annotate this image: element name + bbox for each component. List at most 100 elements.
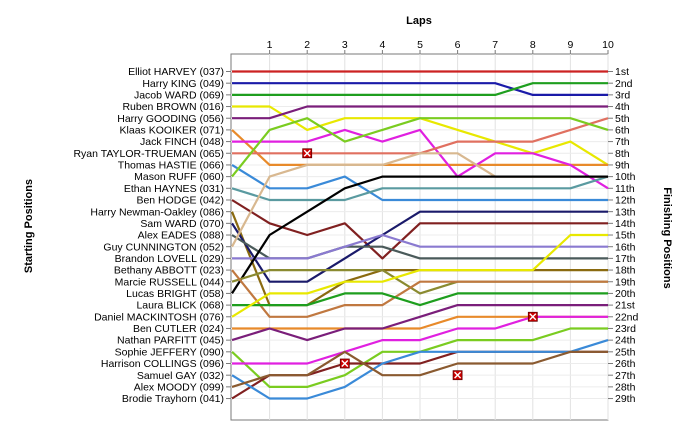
finish-label-21st: 21st	[615, 300, 635, 312]
finish-label-27th: 27th	[615, 370, 636, 382]
y-axis-right-title: Finishing Positions	[661, 187, 673, 288]
start-label: Bethany ABBOTT (023)	[114, 265, 224, 277]
finish-label-26th: 26th	[615, 358, 636, 370]
retirement-markers: Ryan TAYLOR-TRUEMAN (065) Harrison COLLIN…	[302, 148, 538, 381]
series-line: Samuel GAY (032)	[231, 339, 609, 400]
finish-label-28th: 28th	[615, 381, 636, 393]
finish-label-20th: 20th	[615, 288, 636, 300]
start-label: Alex EADES (088)	[138, 230, 224, 242]
finish-label-12th: 12th	[615, 195, 636, 207]
series-line: Bethany ABBOTT (023)	[231, 269, 608, 318]
series-line: Klaas KOOIKER (071)	[231, 129, 608, 166]
start-label: Thomas HASTIE (066)	[118, 160, 224, 172]
finish-label-10th: 10th	[615, 171, 636, 183]
start-label: Harry KING (049)	[142, 78, 224, 90]
tick-label-lap-8: 8	[530, 39, 536, 51]
start-label: Nathan PARFITT (045)	[117, 335, 224, 347]
finish-label-29th: 29th	[615, 393, 636, 405]
series-line: Brandon LOVELL (029)	[232, 233, 608, 260]
tick-label-lap-9: 9	[567, 39, 573, 51]
series-line: Jacob WARD (069)	[232, 82, 608, 97]
finish-label-6th: 6th	[615, 125, 630, 137]
retirement-marker: Harrison COLLINGS (096)	[339, 358, 350, 369]
starting-position-labels: Elliot HARVEY (037)Harry KING (049)Jacob…	[73, 66, 231, 405]
finish-label-24th: 24th	[615, 335, 636, 347]
retirement-marker: Brodie Trayhorn (041)	[452, 370, 463, 381]
start-label: Guy CUNNINGTON (052)	[103, 241, 224, 253]
series-line: Sam WARD (070)	[231, 210, 608, 283]
start-label: Sam WARD (070)	[140, 218, 224, 230]
start-label: Ruben BROWN (016)	[122, 101, 224, 113]
finish-label-16th: 16th	[615, 241, 636, 253]
tick-label-lap-2: 2	[304, 39, 310, 51]
finish-label-18th: 18th	[615, 265, 636, 277]
tick-label-lap-3: 3	[342, 39, 348, 51]
start-label: Ryan TAYLOR-TRUEMAN (065)	[73, 148, 224, 160]
finish-label-15th: 15th	[615, 230, 636, 242]
start-label: Ethan HAYNES (031)	[124, 183, 224, 195]
tick-label-lap-10: 10	[602, 39, 614, 51]
finish-label-23rd: 23rd	[615, 323, 636, 335]
start-label: Laura BLICK (068)	[136, 300, 224, 312]
finish-label-2nd: 2nd	[615, 78, 633, 90]
start-label: Klaas KOOIKER (071)	[120, 125, 224, 137]
retirement-marker: Daniel MACKINTOSH (076)	[527, 311, 538, 322]
finish-label-7th: 7th	[615, 136, 630, 148]
start-label: Elliot HARVEY (037)	[128, 66, 224, 78]
start-label: Jack FINCH (048)	[140, 136, 224, 148]
finish-label-9th: 9th	[615, 160, 630, 172]
series-line: Thomas HASTIE (066)	[231, 163, 608, 202]
tick-label-lap-5: 5	[417, 39, 423, 51]
finish-label-17th: 17th	[615, 253, 636, 265]
series-line: Mason RUFF (060)	[231, 117, 609, 178]
lap-tick-labels: 1 2 3 4 5 6 7 8 9 10	[267, 39, 614, 54]
finish-label-14th: 14th	[615, 218, 636, 230]
finish-label-22nd: 22nd	[615, 311, 639, 323]
series-line: Jack FINCH (048)	[232, 128, 609, 190]
tick-label-lap-7: 7	[492, 39, 498, 51]
tick-label-lap-6: 6	[455, 39, 461, 51]
finish-label-25th: 25th	[615, 346, 636, 358]
start-label: Lucas BRIGHT (058)	[126, 288, 224, 300]
finish-label-19th: 19th	[615, 276, 636, 288]
series-line: Alex MOODY (099)	[231, 350, 608, 388]
start-label: Jacob WARD (069)	[134, 89, 224, 101]
series-line: Daniel MACKINTOSH (076)	[231, 233, 608, 318]
series-line: Harrison COLLINGS (096)	[232, 315, 608, 365]
start-label: Harry Newman-Oakley (086)	[90, 206, 224, 218]
start-label: Samuel GAY (032)	[137, 370, 224, 382]
x-axis-title: Laps	[406, 15, 432, 27]
series-line: Harry KING (049)	[232, 82, 608, 97]
start-label: Alex MOODY (099)	[134, 381, 224, 393]
start-label: Brandon LOVELL (029)	[115, 253, 224, 265]
series-line: Ben HODGE (042)	[231, 199, 608, 260]
finishing-position-labels: 1st2nd3rd4th5th6th7th8th9th10th11th12th1…	[608, 66, 639, 405]
start-label: Harrison COLLINGS (096)	[101, 358, 224, 370]
finish-label-11th: 11th	[615, 183, 635, 195]
retirement-marker: Ryan TAYLOR-TRUEMAN (065)	[302, 148, 313, 159]
start-label: Marcie RUSSELL (044)	[115, 276, 224, 288]
tick-label-lap-4: 4	[379, 39, 385, 51]
finish-label-3rd: 3rd	[615, 89, 630, 101]
start-label: Ben CUTLER (024)	[133, 323, 224, 335]
tick-label-lap-1: 1	[267, 39, 273, 51]
series-lines: Elliot HARVEY (037)Harry KING (049)Jacob…	[230, 70, 609, 400]
series-line: Harry GOODING (056)	[232, 105, 608, 120]
start-label: Sophie JEFFERY (090)	[115, 346, 224, 358]
start-label: Harry GOODING (056)	[117, 113, 224, 125]
finish-label-13th: 13th	[615, 206, 636, 218]
y-axis-left-title: Starting Positions	[23, 179, 35, 273]
start-label: Brodie Trayhorn (041)	[122, 393, 224, 405]
series-line: Ethan HAYNES (031)	[231, 175, 609, 202]
series-line: Nathan PARFITT (045)	[231, 304, 608, 342]
finish-label-5th: 5th	[615, 113, 630, 125]
start-label: Daniel MACKINTOSH (076)	[94, 311, 224, 323]
start-label: Mason RUFF (060)	[134, 171, 224, 183]
finish-label-8th: 8th	[615, 148, 630, 160]
start-label: Ben HODGE (042)	[136, 195, 224, 207]
series-line: Lucas BRIGHT (058)	[231, 175, 608, 294]
finish-label-1st: 1st	[615, 66, 629, 78]
series-line: Laura BLICK (068)	[232, 292, 608, 307]
finish-label-4th: 4th	[615, 101, 630, 113]
